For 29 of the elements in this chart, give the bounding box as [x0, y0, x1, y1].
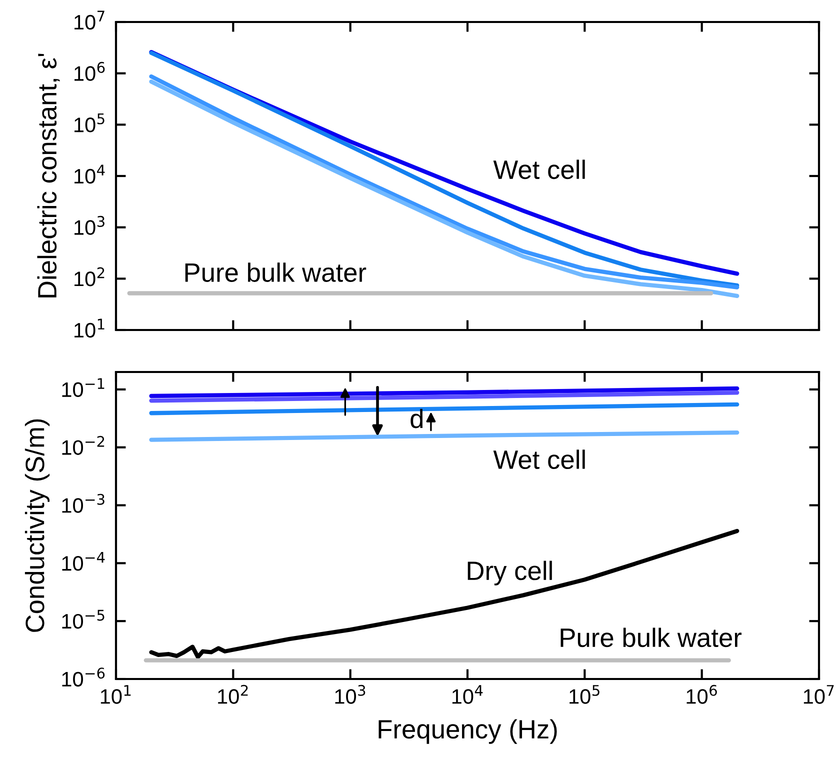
annotation: Wet cell: [493, 450, 585, 470]
y-axis-title: Dielectric constant, ε': [37, 54, 60, 298]
x-tick-label: 10$^{6}$: [686, 684, 717, 704]
y-tick-label: 10$^{6}$: [74, 62, 105, 81]
y-tick-label: 10$^{−4}$: [62, 552, 105, 571]
annotation: Pure bulk water: [560, 628, 742, 648]
y-tick-label: 10$^{−2}$: [62, 436, 104, 455]
annotation: Dry cell: [468, 560, 552, 586]
x-tick-label: 10$^{5}$: [570, 685, 600, 704]
annotation: Wet cell: [493, 160, 585, 180]
y-tick-label: 10$^{−1}$: [62, 378, 104, 398]
x-tick-label: 10$^{1}$: [100, 685, 131, 704]
x-tick-label: 10$^{4}$: [452, 685, 483, 704]
annotation: d: [410, 408, 423, 428]
x-tick-label: 10$^{3}$: [335, 684, 366, 704]
y-tick-label: 10$^{1}$: [74, 318, 104, 338]
y-tick-label: 10$^{−6}$: [62, 668, 105, 687]
annotation: Pure bulk water: [185, 262, 366, 282]
x-tick-label: 10$^{7}$: [804, 685, 834, 704]
y-tick-label: 10$^{7}$: [74, 10, 104, 30]
y-tick-label: 10$^{−5}$: [62, 610, 104, 629]
x-axis-title: Frequency (Hz): [378, 719, 557, 744]
y-tick-label: 10$^{5}$: [74, 113, 104, 132]
y-tick-label: 10$^{3}$: [74, 216, 104, 235]
y-tick-label: 10$^{−3}$: [62, 494, 104, 513]
y-tick-label: 10$^{4}$: [74, 164, 105, 184]
y-tick-label: 10$^{2}$: [74, 267, 104, 286]
x-tick-label: 10$^{2}$: [218, 684, 248, 704]
y-axis-title: Conductivity (S/m): [24, 419, 50, 632]
